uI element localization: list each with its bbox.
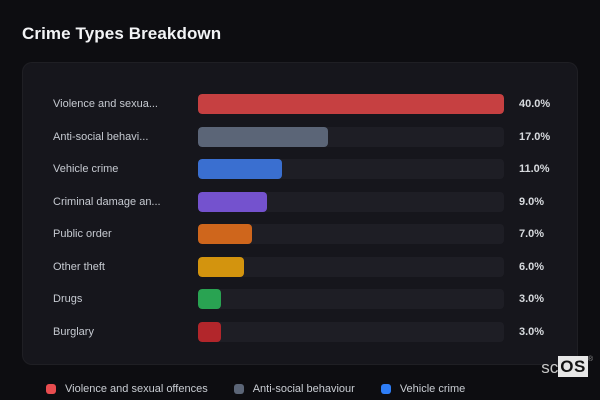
- bar-track: [198, 289, 504, 309]
- legend-label: Vehicle crime: [399, 383, 466, 395]
- legend-label: Anti-social behaviour: [252, 383, 355, 395]
- page-title: Crime Types Breakdown: [22, 24, 222, 43]
- value-label: 11.0%: [519, 163, 550, 175]
- chart-row: Burglary 3.0%: [23, 321, 577, 342]
- bar-track: [198, 159, 504, 179]
- bar-track: [198, 256, 504, 277]
- bar-public-order[interactable]: [198, 224, 252, 244]
- bar-track: [198, 191, 504, 212]
- category-label: Vehicle crime: [53, 163, 119, 175]
- bar-burglary[interactable]: [198, 321, 221, 342]
- legend-label: Violence and sexual offences: [65, 383, 208, 395]
- chart-row: Other theft 6.0%: [23, 256, 577, 277]
- value-label: 6.0%: [519, 260, 545, 273]
- bar-other-theft[interactable]: [198, 256, 244, 277]
- legend-item-anti-social[interactable]: Anti-social behaviour: [233, 383, 355, 395]
- chart-row: Vehicle crime 11.0%: [23, 159, 577, 179]
- chart-legend: Violence and sexual offences Anti-social…: [46, 383, 465, 395]
- legend-swatch-icon: [46, 384, 56, 394]
- bar-track: [198, 94, 504, 114]
- chart-row: Anti-social behavi... 17.0%: [23, 126, 577, 147]
- bar-track: [198, 126, 504, 147]
- category-label: Burglary: [53, 325, 94, 338]
- bar-track: [198, 321, 504, 342]
- bar-drugs[interactable]: [198, 289, 221, 309]
- bar-anti-social[interactable]: [198, 126, 329, 147]
- bar-violence[interactable]: [198, 94, 504, 114]
- scos-logo: sc OS ®: [541, 356, 593, 378]
- category-label: Anti-social behavi...: [53, 130, 149, 143]
- legend-swatch-icon: [380, 384, 391, 394]
- value-label: 17.0%: [519, 130, 551, 143]
- chart-row: Public order 7.0%: [23, 224, 577, 244]
- legend-item-violence[interactable]: Violence and sexual offences: [46, 383, 208, 395]
- category-label: Criminal damage an...: [53, 195, 161, 208]
- value-label: 9.0%: [519, 195, 545, 208]
- category-label: Violence and sexua...: [53, 98, 158, 110]
- chart-row: Violence and sexua... 40.0%: [23, 94, 577, 114]
- bar-criminal-damage[interactable]: [198, 191, 267, 212]
- registered-trademark-icon: ®: [587, 356, 593, 363]
- category-label: Other theft: [53, 260, 105, 273]
- category-label: Drugs: [53, 293, 83, 305]
- category-label: Public order: [53, 228, 112, 240]
- scos-logo-box: OS: [558, 356, 588, 377]
- value-label: 40.0%: [519, 98, 551, 110]
- value-label: 3.0%: [519, 293, 545, 305]
- bar-vehicle-crime[interactable]: [198, 159, 283, 179]
- bar-chart-card: Violence and sexua... 40.0% Anti-social …: [22, 62, 578, 365]
- bar-track: [198, 224, 504, 244]
- chart-row: Drugs 3.0%: [23, 289, 577, 309]
- chart-row: Criminal damage an... 9.0%: [23, 191, 577, 212]
- legend-swatch-icon: [233, 384, 244, 394]
- value-label: 7.0%: [519, 228, 545, 240]
- scos-logo-prefix: sc: [541, 358, 559, 377]
- value-label: 3.0%: [519, 325, 545, 338]
- legend-item-vehicle-crime[interactable]: Vehicle crime: [380, 383, 466, 395]
